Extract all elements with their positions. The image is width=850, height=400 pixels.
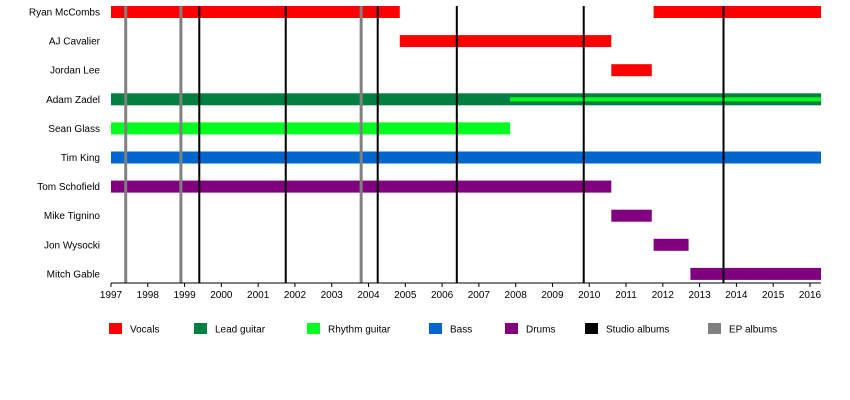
legend-label-bass: Bass: [450, 325, 472, 336]
x-tick-label-2004: 2004: [357, 290, 380, 301]
member-label-sean-glass: Sean Glass: [48, 124, 100, 135]
x-tick-label-2011: 2011: [615, 290, 637, 301]
legend-swatch-bass: [429, 323, 442, 334]
x-tick-label-2013: 2013: [688, 290, 711, 301]
legend-swatch-drums: [505, 323, 518, 334]
member-label-tom-schofield: Tom Schofield: [37, 182, 100, 193]
album-lines-layer: [124, 6, 725, 283]
member-label-tim-king: Tim King: [61, 153, 100, 164]
bar-adam-zadel-lead-guitar-0: [111, 93, 821, 106]
legend-label-ep-albums: EP albums: [729, 325, 777, 336]
bar-adam-zadel-rhythm-guitar-1: [510, 97, 821, 102]
member-label-aj-cavalier: AJ Cavalier: [49, 37, 101, 48]
x-tick-label-2002: 2002: [284, 290, 307, 301]
legend-swatch-vocals: [109, 323, 122, 334]
x-tick-label-2012: 2012: [652, 290, 675, 301]
x-tick-label-2001: 2001: [247, 290, 270, 301]
member-label-mitch-gable: Mitch Gable: [47, 269, 101, 280]
member-labels: Ryan McCombs AJ Cavalier Jordan Lee Adam Za…: [29, 8, 101, 281]
x-axis: 1997 1998 1999 2000 2001 2002 2003 2004 2005 2006…: [100, 282, 822, 301]
member-label-jordan-lee: Jordan Lee: [50, 66, 100, 77]
bar-mitch-gable-drums-0: [690, 267, 821, 280]
bar-ryan-mccombs-vocals-1: [653, 6, 821, 18]
x-tick-label-2009: 2009: [541, 290, 564, 301]
bar-sean-glass-rhythm-guitar-0: [111, 122, 511, 135]
x-tick-label-2003: 2003: [321, 290, 344, 301]
x-tick-label-2010: 2010: [578, 290, 601, 301]
bars-layer: [111, 6, 821, 280]
x-tick-label-1999: 1999: [173, 290, 196, 301]
x-tick-label-2000: 2000: [210, 290, 233, 301]
x-tick-label-2006: 2006: [431, 290, 454, 301]
legend-swatch-lead-guitar: [194, 323, 207, 334]
bar-aj-cavalier-vocals-0: [399, 35, 612, 48]
legend: Vocals Lead guitar Rhythm guitar Bass Drums S…: [109, 323, 777, 336]
x-tick-label-1998: 1998: [137, 290, 160, 301]
bar-ryan-mccombs-vocals-0: [111, 6, 400, 18]
member-label-jon-wysocki: Jon Wysocki: [44, 240, 100, 251]
x-tick-label-2005: 2005: [394, 290, 417, 301]
legend-label-rhythm-guitar: Rhythm guitar: [328, 325, 391, 336]
x-tick-label-2015: 2015: [762, 290, 785, 301]
member-label-mike-tignino: Mike Tignino: [44, 211, 101, 222]
x-tick-label-2008: 2008: [505, 290, 528, 301]
legend-label-vocals: Vocals: [130, 325, 159, 336]
x-tick-label-1997: 1997: [100, 290, 123, 301]
x-tick-label-2014: 2014: [725, 290, 748, 301]
bar-tim-king-bass-0: [111, 151, 821, 164]
bar-jon-wysocki-drums-0: [653, 238, 689, 251]
member-label-adam-zadel: Adam Zadel: [46, 95, 100, 106]
legend-swatch-ep-albums: [708, 323, 721, 334]
bar-jordan-lee-vocals-0: [611, 64, 652, 77]
member-label-ryan-mccombs: Ryan McCombs: [29, 8, 100, 19]
legend-label-drums: Drums: [526, 325, 555, 336]
legend-label-lead-guitar: Lead guitar: [215, 325, 266, 336]
legend-swatch-rhythm-guitar: [307, 323, 320, 334]
x-tick-label-2016: 2016: [799, 290, 822, 301]
legend-label-studio-albums: Studio albums: [606, 325, 669, 336]
legend-swatch-studio-albums: [585, 323, 598, 334]
bar-mike-tignino-drums-0: [611, 209, 652, 222]
x-tick-label-2007: 2007: [468, 290, 491, 301]
